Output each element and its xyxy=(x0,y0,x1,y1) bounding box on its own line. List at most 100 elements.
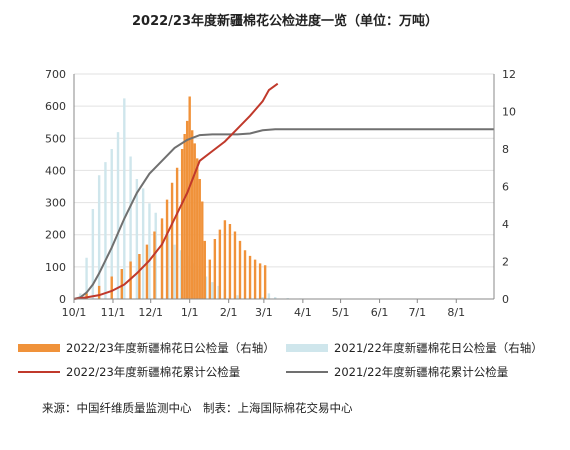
bar-2022-23-daily xyxy=(145,244,149,299)
gridlines xyxy=(74,73,494,268)
chart-title: 2022/23年度新疆棉花公检进度一览（单位：万吨） xyxy=(131,14,439,29)
bar-2021-22-daily xyxy=(116,132,120,299)
bar-2022-23-daily xyxy=(258,263,262,299)
bar-2022-23-daily xyxy=(165,199,169,299)
bar-2021-22-daily xyxy=(192,263,195,299)
x-tick-label: 4/1 xyxy=(294,306,312,319)
axes: 0 100 200 300 400 500 600 700 0 2 4 6 8 10 12 10/1 11/1 1… xyxy=(45,68,516,319)
left-tick-label: 300 xyxy=(45,197,66,210)
legend-item-2021-22-cumulative: 2021/22年度新疆棉花累计公检量 xyxy=(286,364,508,380)
left-tick-label: 500 xyxy=(45,132,66,145)
bar-2022-23-daily xyxy=(243,250,247,299)
legend-swatch-lightblue xyxy=(286,344,328,352)
left-tick-label: 200 xyxy=(45,229,66,242)
bar-2022-23-daily xyxy=(223,220,227,299)
line-2022-23-cumulative xyxy=(73,82,279,300)
x-tick-label: 12/1 xyxy=(138,306,163,319)
left-tick-label: 0 xyxy=(59,293,66,306)
bar-2021-22-daily xyxy=(110,149,113,299)
bar-2021-22-daily xyxy=(267,293,271,299)
bar-2021-22-daily xyxy=(123,98,126,299)
source-note: 来源：中国纤维质量监测中心 制表：上海国际棉花交易中心 xyxy=(42,401,353,415)
chart-area: 0 100 200 300 400 500 600 700 0 2 4 6 8 10 12 10/1 11/1 1… xyxy=(45,68,516,319)
bar-2021-22-daily xyxy=(85,257,88,299)
x-tick-label: 11/1 xyxy=(101,306,126,319)
legend-label: 2022/23年度新疆棉花累计公检量 xyxy=(66,365,241,379)
bar-2021-22-daily xyxy=(273,297,277,299)
bar-2021-22-daily xyxy=(179,250,183,299)
x-tick-label: 8/1 xyxy=(447,306,465,319)
bar-2022-23-daily xyxy=(97,285,101,299)
legend-label: 2021/22年度新疆棉花累计公检量 xyxy=(334,365,509,379)
bar-2022-23-daily xyxy=(110,276,113,299)
bar-2022-23-daily xyxy=(233,231,237,299)
bar-2022-23-daily xyxy=(218,229,222,299)
x-tick-label: 5/1 xyxy=(332,306,350,319)
bar-2022-23-daily xyxy=(160,218,164,299)
bar-2022-23-daily xyxy=(185,120,189,299)
bar-2022-23-daily xyxy=(203,240,206,299)
left-tick-label: 100 xyxy=(45,261,66,274)
x-tick-label: 6/1 xyxy=(371,306,389,319)
cumulative-lines xyxy=(73,82,494,300)
left-tick-label: 400 xyxy=(45,164,66,177)
bar-2021-22-daily xyxy=(148,203,151,299)
right-tick-label: 0 xyxy=(502,293,509,306)
bar-2022-23-daily xyxy=(201,201,204,299)
bar-2022-23-daily xyxy=(138,254,141,299)
bar-2022-23-daily xyxy=(183,134,186,299)
bar-2021-22-daily xyxy=(173,244,176,299)
bar-2022-23-daily xyxy=(253,259,257,299)
right-tick-label: 6 xyxy=(502,181,509,194)
bar-2021-22-daily xyxy=(204,276,208,299)
legend-swatch-red-line xyxy=(18,371,60,373)
legend-item-2021-22-daily: 2021/22年度新疆棉花日公检量（右轴） xyxy=(286,340,543,356)
x-tick-label: 7/1 xyxy=(408,306,426,319)
bars-2022-23 xyxy=(85,96,267,299)
bar-2022-23-daily xyxy=(191,130,194,299)
right-tick-label: 8 xyxy=(502,143,509,156)
bar-2021-22-daily xyxy=(97,175,101,299)
bar-2022-23-daily xyxy=(120,269,123,299)
bar-2022-23-daily xyxy=(208,259,212,299)
legend-item-2022-23-cumulative: 2022/23年度新疆棉花累计公检量 xyxy=(18,364,240,380)
legend-label: 2022/23年度新疆棉花日公检量（右轴） xyxy=(66,341,275,355)
bar-2022-23-daily xyxy=(228,224,232,299)
x-tick-label: 10/1 xyxy=(62,306,87,319)
bar-2022-23-daily xyxy=(196,158,199,299)
bar-2022-23-daily xyxy=(180,149,184,299)
bar-2021-22-daily xyxy=(261,297,264,299)
legend-swatch-orange xyxy=(18,344,60,352)
bar-2022-23-daily xyxy=(188,96,191,299)
bar-2021-22-daily xyxy=(217,285,220,299)
right-tick-label: 4 xyxy=(502,218,509,231)
bar-2022-23-daily xyxy=(198,179,201,299)
legend-label: 2021/22年度新疆棉花日公检量（右轴） xyxy=(334,341,543,355)
bar-2022-23-daily xyxy=(85,293,88,299)
x-tick-label: 3/1 xyxy=(255,306,273,319)
bar-2021-22-daily xyxy=(91,209,95,299)
right-tick-label: 12 xyxy=(502,68,516,81)
left-tick-label: 700 xyxy=(45,68,66,81)
bar-2022-23-daily xyxy=(263,265,267,299)
x-tick-label: 1/1 xyxy=(181,306,199,319)
bar-2021-22-daily xyxy=(211,282,214,299)
bar-2022-23-daily xyxy=(213,239,217,299)
right-tick-label: 2 xyxy=(502,256,509,269)
bar-2022-23-daily xyxy=(170,182,174,299)
bar-2021-22-daily xyxy=(135,179,139,299)
bar-2021-22-daily xyxy=(129,156,132,299)
bar-2021-22-daily xyxy=(167,235,170,299)
bar-2022-23-daily xyxy=(248,255,252,299)
bar-2021-22-daily xyxy=(141,188,145,299)
bar-2021-22-daily xyxy=(154,212,157,299)
left-tick-label: 600 xyxy=(45,100,66,113)
legend-item-2022-23-daily: 2022/23年度新疆棉花日公检量（右轴） xyxy=(18,340,275,356)
bar-2021-22-daily xyxy=(104,162,107,299)
legend-swatch-gray-line xyxy=(286,371,328,373)
bar-2022-23-daily xyxy=(193,143,196,299)
bar-2022-23-daily xyxy=(238,240,242,299)
x-tick-label: 2/1 xyxy=(220,306,238,319)
line-2021-22-cumulative xyxy=(73,128,494,300)
bar-2022-23-daily xyxy=(175,167,179,299)
